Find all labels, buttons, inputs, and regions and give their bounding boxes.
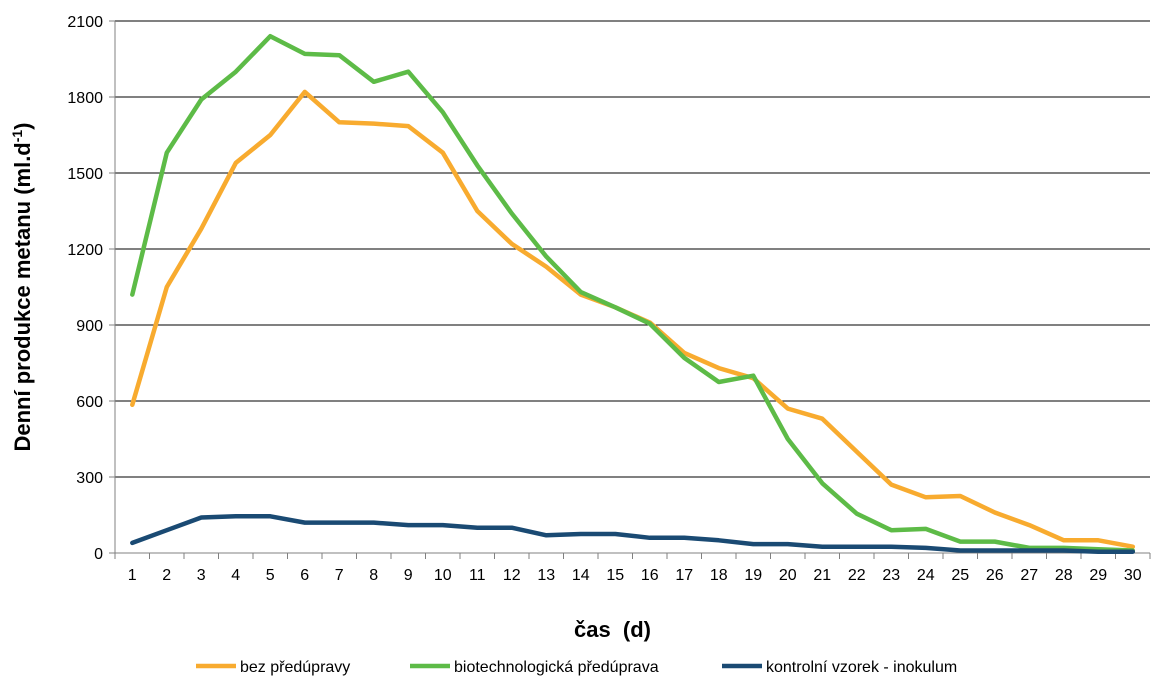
x-tick-label: 4 [231,567,240,584]
y-tick-label: 300 [76,470,103,487]
x-tick-label: 2 [162,567,171,584]
x-tick-label: 13 [537,567,555,584]
y-tick-label: 2100 [67,14,103,31]
y-tick-label: 1500 [67,166,103,183]
x-tick-label: 8 [369,567,378,584]
y-tick-label: 1200 [67,242,103,259]
series-line-1 [130,89,1136,549]
series-lines [130,33,1136,554]
x-tick-label: 20 [779,567,797,584]
y-tick-labels: 0 300 600 900 1200 1500 1800 2100 [67,14,115,563]
x-tick-label: 15 [606,567,624,584]
y-tick-label: 900 [76,318,103,335]
x-tick-label: 28 [1055,567,1073,584]
axes [114,21,1150,554]
legend-label-3: kontrolní vzorek - inokulum [766,659,957,676]
x-tick-label: 21 [813,567,831,584]
x-tick-label: 3 [197,567,206,584]
x-tick-label: 7 [335,567,344,584]
y-tick-label: 1800 [67,90,103,107]
x-tick-label: 18 [710,567,728,584]
x-tick-labels: 1 2 3 4 5 6 7 8 9 10 11 12 13 14 15 16 17 18 19 20 21 22 23 24 2… [114,553,1151,584]
x-axis-title: čas (d) [574,617,651,642]
y-tick-label: 600 [76,394,103,411]
x-tick-label: 22 [848,567,866,584]
x-tick-label: 17 [675,567,693,584]
x-tick-label: 23 [882,567,900,584]
legend: bez předúpravy biotechnologická předúprav… [196,659,957,676]
x-tick-label: 30 [1124,567,1142,584]
series-line-3 [130,514,1136,554]
x-tick-label: 10 [434,567,452,584]
x-tick-label: 1 [128,567,137,584]
x-tick-label: 29 [1089,567,1107,584]
legend-label-2: biotechnologická předúprava [454,659,659,676]
gridlines [115,20,1150,478]
x-tick-label: 25 [951,567,969,584]
y-axis-title-suffix: ) [10,122,35,129]
x-tick-label: 16 [641,567,659,584]
x-tick-label: 27 [1020,567,1038,584]
legend-label-1: bez předúpravy [240,659,350,676]
x-tick-label: 6 [300,567,309,584]
y-axis-title-superscript: -1 [9,130,25,143]
x-tick-label: 26 [986,567,1004,584]
y-axis-title-main: Denní produkce metanu (ml.d [10,142,35,451]
x-tick-label: 24 [917,567,935,584]
x-tick-label: 9 [404,567,413,584]
y-tick-label: 0 [94,546,103,563]
x-tick-label: 19 [744,567,762,584]
y-axis-title: Denní produkce metanu (ml.d-1) [9,122,35,451]
x-tick-label: 11 [469,567,486,584]
series-line-2 [130,33,1136,553]
x-tick-label: 12 [503,567,521,584]
x-tick-label: 14 [572,567,590,584]
x-tick-label: 5 [266,567,275,584]
